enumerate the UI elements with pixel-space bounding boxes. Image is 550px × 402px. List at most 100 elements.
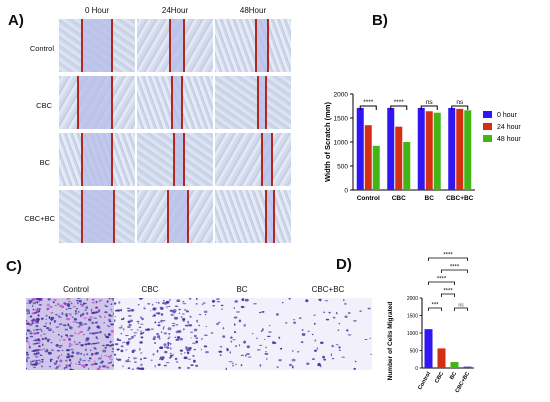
chart-mark [194, 334, 197, 338]
chart-mark [230, 336, 233, 339]
chart-mark [111, 351, 114, 353]
chart-mark [212, 305, 216, 307]
chart-mark [347, 312, 351, 314]
chart-mark [158, 338, 161, 340]
chart-mark [26, 309, 30, 312]
chart-mark [320, 341, 324, 344]
chart-mark [184, 309, 187, 311]
bar [433, 112, 441, 190]
legend-swatch [483, 123, 492, 130]
y-tick-label: 1000 [407, 331, 418, 337]
chart-mark [66, 328, 69, 331]
chart-mark [156, 349, 159, 353]
chart-mark [172, 353, 175, 355]
chart-mark [167, 337, 170, 340]
chart-mark [26, 319, 28, 322]
chart-mark [99, 316, 102, 318]
chart-mark [264, 338, 266, 340]
scratch-edge-line [81, 19, 83, 72]
chart-mark [26, 333, 28, 335]
chart-mark [95, 336, 98, 339]
chart-mark [41, 343, 44, 346]
chart-mark [133, 357, 137, 360]
chart-mark [93, 301, 96, 304]
chart-mark [55, 314, 58, 316]
chart-mark [102, 344, 105, 347]
chart-mark [26, 329, 30, 332]
chart-mark [28, 343, 31, 345]
chart-mark [126, 343, 130, 346]
chart-mark [114, 319, 116, 322]
scratch-gap [265, 190, 273, 243]
chart-mark [110, 323, 114, 326]
chart-mark [75, 321, 79, 324]
chart-mark [353, 320, 357, 322]
chart-mark [159, 358, 161, 360]
chart-mark [187, 320, 189, 324]
row-label-cbc: CBC [36, 101, 52, 110]
chart-mark [66, 303, 70, 305]
scratch-image [214, 132, 292, 187]
chart-mark [114, 353, 117, 356]
scratch-edge-line [265, 190, 267, 243]
chart-mark [55, 304, 57, 307]
chart-mark [276, 366, 279, 369]
chart-mark [238, 319, 242, 323]
chart-mark [73, 318, 78, 321]
chart-mark [53, 299, 57, 301]
chart-mark [218, 350, 223, 353]
chart-mark [74, 312, 78, 315]
chart-mark [171, 325, 176, 327]
legend-label: 0 hour [497, 112, 518, 119]
chart-mark [75, 300, 80, 302]
chart-mark [76, 308, 79, 310]
row-label-cbc-bc: CBC+BC [24, 214, 55, 223]
chart-mark [34, 301, 37, 304]
chart-mark [156, 333, 160, 335]
chart-mark [94, 360, 96, 363]
chart-b-significance: **** **** ns ns [359, 99, 469, 110]
chart-mark [40, 334, 42, 337]
chart-mark [50, 349, 55, 351]
chart-mark [140, 357, 142, 361]
chart-mark [72, 305, 76, 308]
scratch-gap [257, 76, 265, 129]
chart-mark [234, 300, 238, 303]
chart-mark [72, 320, 76, 323]
chart-mark [61, 349, 64, 352]
chart-mark [231, 362, 234, 365]
chart-mark [71, 316, 74, 318]
scratch-image [58, 75, 136, 130]
significance-label: **** [394, 99, 405, 106]
chart-mark [59, 339, 62, 342]
chart-mark [182, 301, 185, 303]
chart-mark [172, 309, 177, 313]
chart-mark [160, 319, 163, 323]
chart-mark [59, 345, 63, 347]
chart-mark [73, 341, 76, 343]
y-axis-label: Width of Scratch (mm) [323, 102, 332, 182]
chart-mark [205, 326, 207, 327]
chart-mark [28, 345, 31, 349]
chart-mark [370, 353, 372, 355]
chart-mark [162, 320, 166, 322]
x-tick-label: CBC [434, 371, 445, 384]
chart-mark [80, 303, 82, 306]
chart-mark [44, 337, 48, 340]
chart-mark [31, 313, 34, 315]
bar [448, 107, 456, 190]
chart-mark [111, 309, 113, 313]
chart-mark [26, 302, 30, 304]
chart-mark [29, 300, 33, 303]
chart-mark [134, 361, 137, 364]
chart-mark [85, 363, 88, 367]
chart-mark [40, 298, 44, 300]
chart-mark [126, 307, 131, 310]
chart-mark [176, 299, 181, 302]
bar [450, 362, 459, 368]
chart-mark [37, 321, 39, 325]
chart-mark [261, 311, 265, 313]
chart-mark [62, 324, 67, 327]
chart-mark [168, 357, 172, 359]
chart-mark [35, 355, 37, 358]
